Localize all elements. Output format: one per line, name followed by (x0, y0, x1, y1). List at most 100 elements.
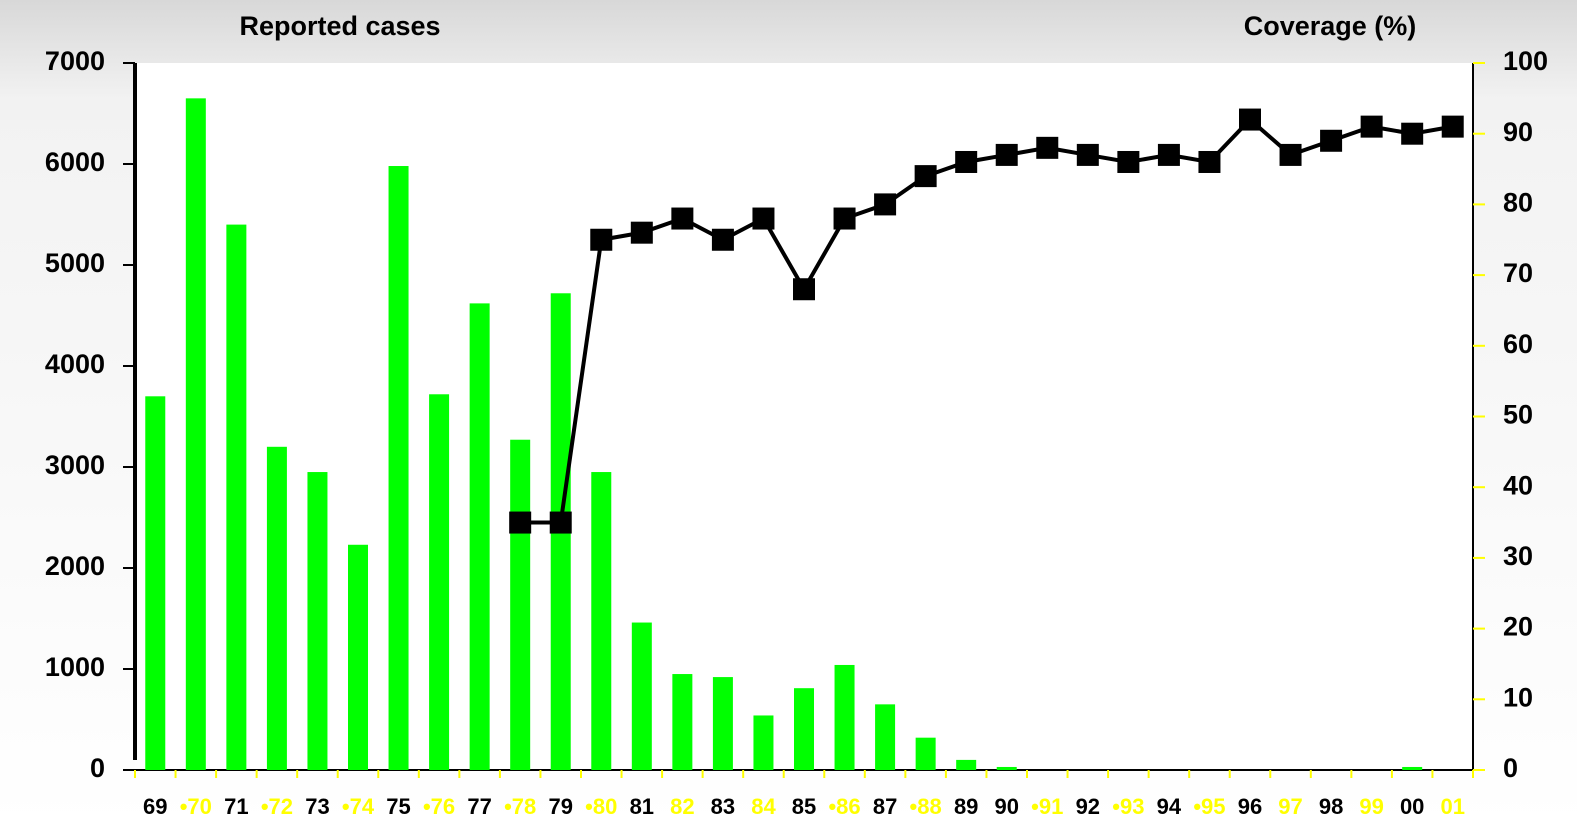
marker (1198, 150, 1221, 173)
x-tick-label: •91 (1031, 794, 1063, 819)
y-tick-label: 3000 (45, 450, 105, 480)
bar (672, 674, 693, 770)
x-tick-label: 96 (1238, 794, 1262, 819)
x-tick-label: 92 (1076, 794, 1100, 819)
marker (1320, 129, 1343, 152)
x-tick-label: 81 (630, 794, 654, 819)
y2-tick-label: 100 (1503, 46, 1548, 76)
bar (591, 472, 612, 770)
x-tick-label: 84 (751, 794, 776, 819)
marker (1401, 122, 1424, 145)
x-tick-label: •80 (585, 794, 617, 819)
y-tick-label: 7000 (45, 46, 105, 76)
y-tick-label: 5000 (45, 248, 105, 278)
y2-tick-label: 0 (1503, 753, 1518, 783)
x-tick-label: 01 (1440, 794, 1464, 819)
y2-axis-label: Coverage (%) (1244, 11, 1417, 41)
bar (834, 664, 855, 770)
y2-tick-label: 70 (1503, 258, 1533, 288)
marker (711, 228, 734, 251)
x-tick-label: 99 (1359, 794, 1383, 819)
marker (1239, 108, 1261, 131)
bar (956, 759, 977, 770)
bar (429, 394, 450, 770)
bar (875, 704, 896, 770)
marker (1076, 143, 1099, 166)
x-tick-label: 79 (548, 794, 572, 819)
marker (509, 511, 532, 534)
bar (185, 98, 206, 771)
bar (388, 166, 409, 770)
bar (753, 715, 774, 770)
marker (955, 150, 978, 173)
x-tick-label: •70 (180, 794, 212, 819)
x-tick-label: 85 (792, 794, 816, 819)
marker (549, 511, 572, 534)
bar (145, 396, 166, 770)
bar (1402, 766, 1423, 770)
x-tick-label: •86 (828, 794, 860, 819)
x-tick-label: •76 (423, 794, 455, 819)
y-tick-label: 0 (90, 753, 105, 783)
bar (996, 766, 1017, 770)
x-tick-label: •72 (261, 794, 293, 819)
marker (874, 193, 897, 216)
x-tick-label: •74 (342, 794, 375, 819)
y2-tick-label: 80 (1503, 188, 1533, 218)
bar (226, 224, 247, 771)
x-tick-label: 69 (143, 794, 167, 819)
marker (590, 228, 613, 251)
marker (1360, 115, 1383, 138)
x-tick-label: 83 (711, 794, 735, 819)
bar (915, 737, 936, 770)
y2-tick-label: 10 (1503, 682, 1533, 712)
y2-tick-label: 50 (1503, 400, 1533, 430)
bar (712, 677, 733, 770)
x-tick-label: •95 (1193, 794, 1225, 819)
x-tick-label: 75 (386, 794, 410, 819)
x-tick-label: 90 (994, 794, 1018, 819)
bar (266, 446, 287, 770)
y-tick-label: 1000 (45, 652, 105, 682)
marker (1117, 150, 1140, 173)
x-tick-label: 82 (670, 794, 694, 819)
marker (1036, 136, 1059, 159)
y2-tick-label: 40 (1503, 470, 1533, 500)
x-tick-label: 00 (1400, 794, 1424, 819)
x-tick-label: 77 (467, 794, 491, 819)
x-tick-label: •78 (504, 794, 536, 819)
marker (671, 207, 694, 230)
marker (995, 143, 1018, 166)
marker (1279, 143, 1302, 166)
y2-tick-label: 90 (1503, 117, 1533, 147)
y-tick-label: 2000 (45, 551, 105, 581)
x-tick-label: 73 (305, 794, 329, 819)
y-axis-label: Reported cases (239, 11, 440, 41)
y2-tick-label: 60 (1503, 329, 1533, 359)
y2-tick-label: 20 (1503, 612, 1533, 642)
marker (1441, 115, 1464, 138)
x-tick-label: •93 (1112, 794, 1144, 819)
marker (833, 207, 856, 230)
marker (914, 165, 937, 188)
marker (1157, 143, 1180, 166)
y-tick-label: 4000 (45, 349, 105, 379)
x-tick-label: 71 (224, 794, 248, 819)
bar (469, 303, 490, 770)
x-tick-label: 98 (1319, 794, 1343, 819)
bar (794, 688, 814, 770)
x-tick-label: 89 (954, 794, 978, 819)
y-tick-label: 6000 (45, 147, 105, 177)
x-tick-label: 97 (1278, 794, 1302, 819)
bar (631, 622, 652, 770)
marker (793, 278, 815, 301)
x-tick-label: 94 (1157, 794, 1182, 819)
plot-area (135, 63, 1473, 770)
bar (510, 439, 531, 770)
bar (348, 544, 368, 770)
marker (752, 207, 775, 230)
x-tick-label: •88 (910, 794, 942, 819)
y2-tick-label: 30 (1503, 541, 1533, 571)
x-tick-label: 87 (873, 794, 897, 819)
